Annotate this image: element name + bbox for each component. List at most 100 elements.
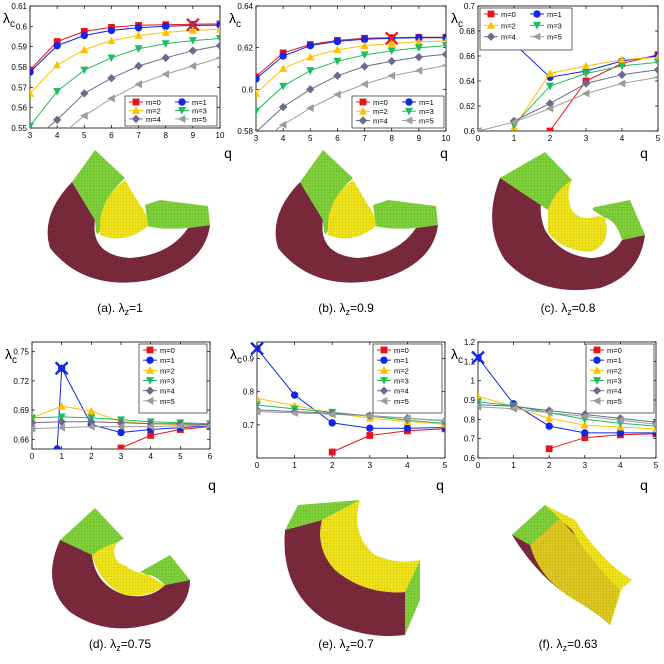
- x-tick-label: 1: [512, 134, 517, 143]
- data-point-m=3: [30, 122, 34, 128]
- y-tick-label: 0.55: [11, 124, 27, 133]
- data-point-m=4: [32, 418, 37, 427]
- legend-marker: [593, 346, 601, 354]
- data-point-m=3: [134, 45, 143, 53]
- plot-frame: [255, 5, 447, 132]
- data-point-m=4: [215, 41, 220, 50]
- end-face: [72, 150, 125, 235]
- series-group: [30, 20, 220, 128]
- bore-hole: [114, 538, 142, 566]
- data-point-m=1: [360, 35, 369, 44]
- data-point-m=1: [545, 422, 553, 430]
- legend-entry: m=5: [394, 397, 409, 406]
- x-tick-label: 7: [136, 131, 141, 140]
- data-point-m=5: [134, 80, 142, 89]
- legend-marker: [380, 356, 388, 364]
- series-group: [478, 353, 656, 453]
- legend-marker: [380, 377, 388, 385]
- y-tick-label: 0.66: [459, 52, 475, 61]
- legend-entry: m=0: [394, 346, 409, 355]
- legend-marker: [380, 346, 388, 354]
- legend-marker: [359, 107, 367, 115]
- series-line-m=0: [549, 54, 658, 131]
- data-point-m=4: [617, 70, 627, 79]
- x-tick-label: 5: [308, 134, 313, 143]
- data-point-m=4: [57, 417, 66, 426]
- panel-caption: (b). λz=0.9: [318, 301, 374, 317]
- legend-marker: [177, 114, 186, 123]
- x-axis-label: q: [440, 145, 448, 161]
- x-tick-label: 3: [368, 461, 373, 470]
- critical-cross-marker: [471, 350, 485, 365]
- legend-entry: m=1: [394, 356, 409, 365]
- data-point-m=5: [146, 422, 155, 431]
- y-tick-label: 0.7: [243, 421, 255, 430]
- data-point-m=2: [161, 28, 170, 36]
- x-tick-label: 9: [191, 131, 196, 140]
- chart-panel-f: 0 1 2 3 4 5 0.6 0.7 0.8 0.9 1 1.1 1.2λc q m=0m=1m=2 m=3…: [451, 338, 659, 653]
- x-axis-label: q: [208, 477, 216, 493]
- data-point-m=2: [80, 45, 89, 54]
- legend-entry: m=1: [607, 356, 622, 365]
- data-point-m=5: [290, 408, 298, 417]
- series-group: [478, 39, 658, 131]
- data-point-m=0: [117, 444, 125, 449]
- x-tick-label: 2: [548, 134, 553, 143]
- x-tick-label: 5: [178, 452, 183, 461]
- data-point-m=5: [616, 416, 624, 425]
- data-point-m=4: [188, 46, 198, 55]
- data-point-m=5: [617, 79, 626, 88]
- panel-caption: (a). λz=1: [97, 301, 143, 317]
- data-point-m=2: [546, 69, 554, 77]
- data-point-m=5: [333, 90, 341, 99]
- end-face: [500, 152, 572, 210]
- y-tick-label: 0.6: [464, 454, 476, 463]
- x-tick-label: 6: [208, 452, 213, 461]
- data-point-m=3: [546, 82, 554, 91]
- y-tick-label: 0.6: [464, 127, 476, 136]
- data-point-m=2: [188, 26, 197, 34]
- y-tick-label: 1: [471, 377, 476, 386]
- data-point-m=1: [306, 41, 314, 50]
- y-tick-label: 0.8: [464, 415, 476, 424]
- x-tick-label: 8: [389, 134, 394, 143]
- legend-marker: [532, 32, 541, 41]
- data-point-m=1: [30, 68, 34, 76]
- data-point-m=5: [161, 70, 170, 79]
- critical-cross-marker: [54, 361, 69, 376]
- legend-entry: m=0: [146, 98, 161, 107]
- data-point-m=3: [161, 40, 170, 48]
- y-tick-label: 0.58: [11, 63, 27, 72]
- series-line-m=4: [256, 53, 446, 131]
- legend-marker: [593, 356, 601, 364]
- data-point-m=2: [414, 37, 423, 46]
- legend-entry: m=5: [160, 397, 175, 406]
- data-point-m=4: [161, 53, 170, 63]
- legend: m=0 m=1 m=2 m=3 m=4 m=5: [124, 95, 218, 127]
- data-point-m=3: [360, 51, 369, 60]
- y-tick-label: 0.75: [13, 348, 29, 357]
- legend-entry: m=0: [607, 346, 622, 355]
- data-point-m=0: [147, 431, 155, 439]
- y-tick-label: 0.62: [237, 44, 253, 53]
- series-line-m=0: [549, 433, 656, 450]
- x-tick-label: 1: [511, 461, 516, 470]
- legend-marker: [380, 366, 388, 374]
- data-point-m=4: [107, 73, 116, 83]
- data-point-m=5: [278, 120, 287, 129]
- legend-entry: m=3: [192, 106, 207, 115]
- x-tick-label: 4: [148, 452, 153, 461]
- x-tick-label: 8: [163, 131, 168, 140]
- legend-marker: [178, 107, 186, 115]
- panel-caption: (f). λz=0.63: [539, 637, 598, 653]
- legend-marker: [487, 10, 495, 18]
- shape-illustration-e: [284, 500, 420, 636]
- data-point-m=0: [546, 127, 554, 131]
- legend-entry: m=4: [607, 387, 622, 396]
- series-line-m=0: [331, 428, 445, 453]
- critical-cross-marker: [186, 17, 200, 32]
- end-face: [512, 505, 560, 545]
- data-point-m=2: [441, 419, 445, 428]
